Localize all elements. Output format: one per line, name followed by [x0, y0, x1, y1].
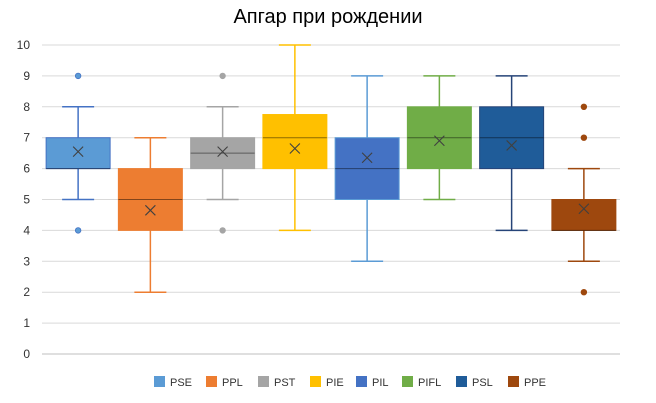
outlier-point: [74, 72, 82, 80]
box-iqr: [406, 106, 472, 170]
legend-item-pse: PSE: [154, 376, 192, 389]
y-tick-label: 8: [23, 100, 30, 114]
mean-marker: [217, 146, 229, 157]
legend-label: PPL: [222, 377, 243, 389]
box-pie: [262, 44, 328, 232]
y-tick-label: 6: [23, 162, 30, 176]
box-iqr: [479, 106, 545, 170]
box-pst: [190, 72, 256, 234]
legend-label: PSL: [472, 377, 493, 389]
y-tick-label: 5: [23, 193, 30, 207]
legend-swatch: [356, 376, 367, 387]
outlier-point: [219, 72, 226, 80]
mean-marker: [578, 203, 590, 215]
y-tick-label: 0: [23, 347, 30, 361]
mean-marker: [361, 152, 373, 164]
legend-swatch: [456, 376, 467, 387]
box-ppe: [551, 103, 617, 296]
legend-label: PIL: [372, 377, 389, 389]
legend-label: PST: [274, 377, 296, 389]
y-tick-label: 7: [23, 131, 30, 145]
box-pifl: [406, 75, 472, 201]
legend-item-pifl: PIFL: [402, 376, 441, 389]
mean-marker: [144, 204, 156, 216]
legend-item-pie: PIE: [310, 376, 344, 389]
legend-item-pst: PST: [258, 376, 296, 389]
y-tick-label: 4: [23, 223, 30, 237]
legend-swatch: [310, 376, 321, 387]
legend-label: PIFL: [418, 377, 441, 389]
legend-label: PSE: [170, 377, 192, 389]
legend-swatch: [154, 376, 165, 387]
mean-marker: [506, 140, 518, 151]
box-iqr: [334, 137, 400, 200]
box-psl: [479, 75, 545, 232]
mean-marker: [72, 146, 84, 157]
y-tick-label: 9: [23, 69, 30, 83]
y-tick-label: 1: [23, 316, 30, 330]
box-series: [45, 44, 617, 296]
mean-marker: [433, 135, 445, 147]
legend-label: PPE: [524, 377, 546, 389]
y-axis: 0 1 2 3 4 5 6 7 8 9 10: [17, 38, 31, 361]
outlier-point: [580, 289, 588, 296]
box-iqr: [190, 137, 256, 170]
outlier-point: [219, 227, 226, 234]
y-tick-label: 10: [17, 38, 31, 52]
mean-marker: [289, 143, 301, 154]
y-tick-label: 3: [23, 254, 30, 268]
box-iqr: [262, 114, 328, 170]
legend-item-psl: PSL: [456, 376, 493, 389]
legend-label: PIE: [326, 377, 344, 389]
legend-swatch: [206, 376, 217, 387]
legend-item-pil: PIL: [356, 376, 389, 389]
legend-item-ppl: PPL: [206, 376, 243, 389]
y-tick-label: 2: [23, 285, 30, 299]
box-iqr: [117, 168, 183, 231]
box-iqr: [551, 199, 617, 231]
box-iqr: [45, 137, 111, 170]
box-ppl: [117, 136, 183, 293]
chart-title: Апгар при рождении: [233, 6, 423, 28]
legend-swatch: [402, 376, 413, 387]
outlier-point: [580, 103, 588, 110]
legend-item-ppe: PPE: [508, 376, 546, 389]
box-pse: [45, 72, 111, 234]
box-pil: [334, 75, 400, 263]
outlier-point: [74, 227, 82, 234]
outlier-point: [580, 134, 588, 141]
legend-swatch: [258, 376, 269, 387]
legend: PSE PPL PST PIE PIL PIFL PSL PPE: [154, 376, 546, 389]
legend-swatch: [508, 376, 519, 387]
